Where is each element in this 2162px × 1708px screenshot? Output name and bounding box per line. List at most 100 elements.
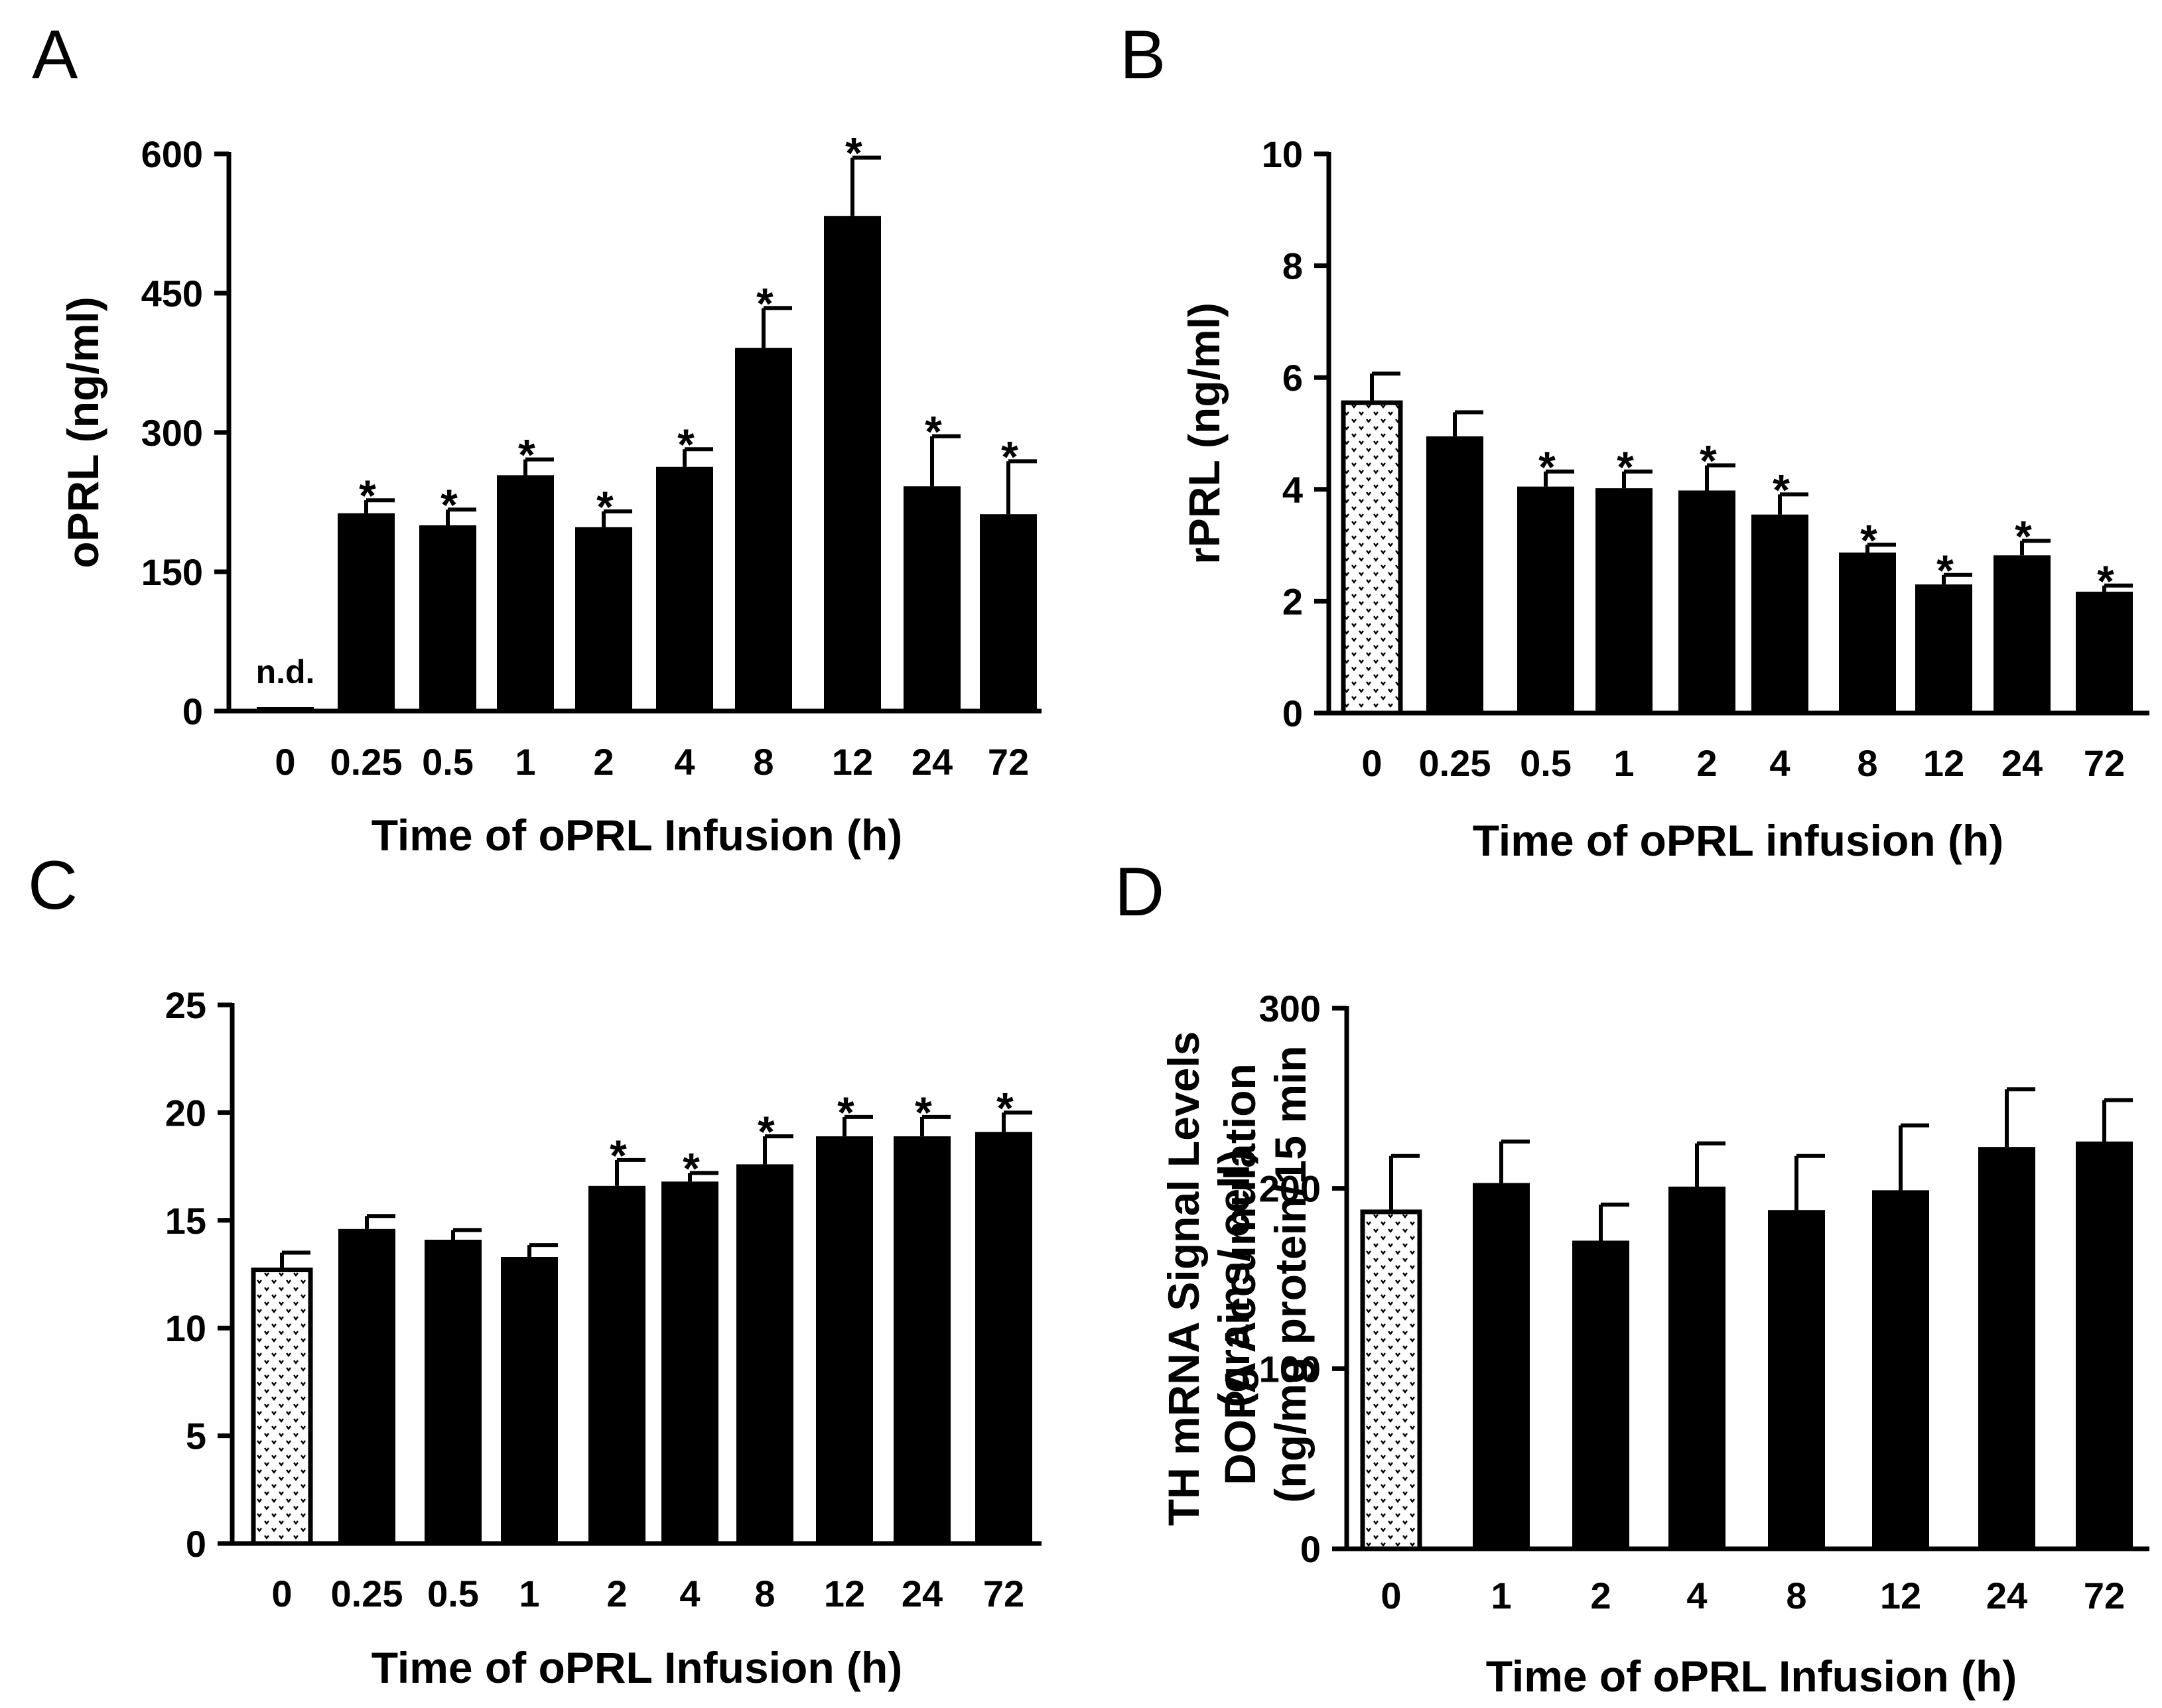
panel-c: C 0 0.25 0.5 1 * 2 * 4 * 8 * 12 * 24 * 72 0 5 10 15 20 25 Time … — [28, 847, 1315, 1692]
bar — [975, 1132, 1032, 1544]
x-tick-label: 1 — [515, 741, 535, 783]
x-tick-label: 8 — [753, 741, 774, 783]
significance-star: * — [1001, 432, 1018, 481]
bar — [425, 1240, 482, 1544]
bar — [1678, 490, 1735, 713]
y-tick-label: 15 — [165, 1200, 206, 1242]
y-axis-title: (grains/ cell) — [1209, 1150, 1258, 1408]
y-axis-title: TH mRNA Signal Levels — [1159, 1031, 1208, 1526]
nd-annotation: n.d. — [256, 653, 315, 690]
bar — [2076, 592, 2133, 713]
bar — [735, 348, 792, 711]
bar — [1426, 436, 1483, 713]
x-tick-label: 1 — [1613, 742, 1634, 784]
x-tick-label: 0.5 — [1520, 742, 1572, 784]
x-tick-label: 12 — [832, 741, 873, 783]
bar — [497, 475, 554, 711]
bar — [816, 1136, 873, 1544]
y-tick-label: 0 — [1282, 692, 1303, 734]
significance-star: * — [677, 420, 695, 469]
y-tick-label: 450 — [141, 273, 203, 314]
significance-star: * — [596, 482, 614, 531]
bar — [894, 1136, 951, 1544]
bar — [656, 466, 713, 711]
bar — [904, 486, 961, 711]
x-tick-label: 0 — [1381, 1575, 1401, 1616]
bar — [1341, 400, 1403, 716]
panel-letter: C — [28, 847, 78, 924]
x-tick-label: 2 — [606, 1573, 627, 1614]
x-tick-label: 8 — [1857, 742, 1877, 784]
significance-star: * — [683, 1144, 700, 1193]
x-axis-title: Time of oPRL Infusion (h) — [372, 1643, 903, 1692]
bar — [1872, 1190, 1929, 1549]
x-tick-label: 0.25 — [1419, 742, 1491, 784]
significance-star: * — [756, 279, 774, 328]
y-tick-label: 10 — [1262, 133, 1303, 175]
significance-star: * — [845, 129, 862, 178]
significance-star: * — [440, 480, 458, 529]
x-tick-label: 2 — [1696, 742, 1717, 784]
bar — [824, 216, 881, 711]
x-tick-label: 12 — [1880, 1575, 1921, 1616]
x-tick-label: 24 — [902, 1573, 943, 1614]
significance-star: * — [1538, 442, 1556, 492]
y-tick-label: 100 — [1259, 1348, 1321, 1390]
y-tick-label: 6 — [1282, 357, 1303, 399]
x-tick-label: 0.25 — [330, 741, 403, 783]
significance-star: * — [610, 1131, 627, 1180]
bar — [251, 1268, 313, 1546]
x-tick-label: 0 — [1361, 742, 1382, 784]
bar — [1978, 1147, 2035, 1549]
x-tick-label: 0 — [275, 741, 295, 783]
significance-star: * — [359, 471, 376, 520]
significance-star: * — [758, 1107, 775, 1156]
bar — [338, 513, 395, 711]
significance-star: * — [2015, 511, 2032, 560]
panel-letter: A — [32, 17, 78, 94]
x-tick-label: 0.5 — [422, 741, 474, 783]
bar — [419, 525, 476, 711]
bar — [501, 1257, 558, 1544]
bar — [1915, 584, 1972, 713]
significance-star: * — [1936, 546, 1954, 595]
bar — [661, 1181, 718, 1544]
bar — [1993, 555, 2051, 713]
panel-letter: D — [1115, 854, 1164, 931]
x-tick-label: 72 — [983, 1573, 1024, 1614]
x-tick-label: 2 — [1590, 1575, 1611, 1616]
x-tick-label: 72 — [2084, 742, 2125, 784]
y-axis-title: DOPA Accumulation — [1215, 1063, 1264, 1485]
bar — [736, 1164, 793, 1544]
y-tick-label: 200 — [1259, 1168, 1321, 1210]
bar — [1668, 1186, 1725, 1549]
significance-star: * — [996, 1083, 1014, 1132]
bar — [1595, 488, 1653, 713]
x-axis-title: Time of oPRL Infusion (h) — [372, 811, 903, 860]
x-tick-label: 4 — [1686, 1575, 1707, 1616]
significance-star: * — [1617, 442, 1634, 492]
x-tick-label: 2 — [593, 741, 614, 783]
bar — [1751, 514, 1808, 713]
x-tick-label: 12 — [1923, 742, 1964, 784]
bar — [1839, 553, 1896, 713]
x-tick-label: 4 — [1769, 742, 1790, 784]
bar — [575, 527, 632, 711]
panel-letter: B — [1120, 17, 1166, 94]
y-tick-label: 300 — [1259, 988, 1321, 1029]
y-tick-label: 0 — [182, 690, 203, 732]
y-axis-title: rPRL (ng/ml) — [1180, 302, 1229, 564]
y-tick-label: 20 — [165, 1092, 206, 1134]
bar — [588, 1185, 645, 1544]
significance-star: * — [1773, 465, 1790, 514]
x-axis-title: Time of oPRL Infusion (h) — [1486, 1652, 2017, 1701]
x-tick-label: 12 — [824, 1573, 865, 1614]
y-tick-label: 150 — [141, 551, 203, 593]
x-tick-label: 72 — [2084, 1575, 2125, 1616]
significance-star: * — [1700, 436, 1717, 486]
bar — [980, 514, 1037, 711]
x-tick-label: 24 — [2001, 742, 2043, 784]
panel-a: A 0 * 0.25 * 0.5 * 1 * 2 * 4 * 8 * 12 * 24 * 72 n.d. 0 150 300 4… — [32, 17, 1042, 860]
